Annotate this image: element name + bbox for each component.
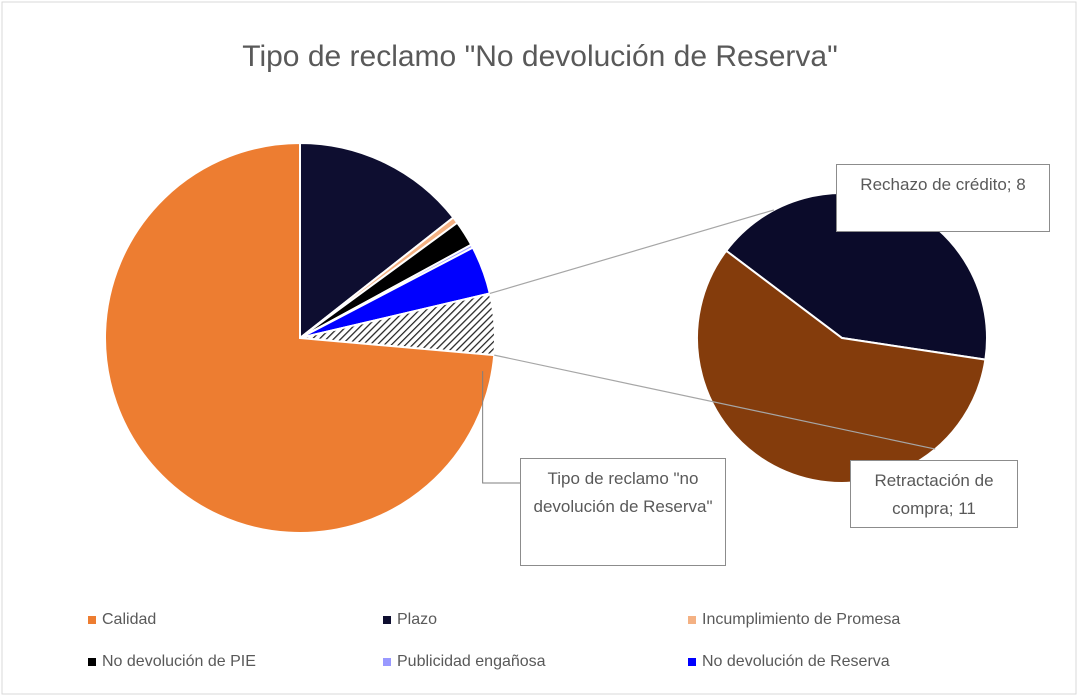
legend-label: No devolución de Reserva <box>702 653 890 670</box>
leader-line <box>482 371 520 484</box>
legend-label: Publicidad engañosa <box>397 653 546 670</box>
data-label: Retractación de compra; 11 <box>850 460 1018 528</box>
legend-marker <box>383 616 391 624</box>
chart-title: Tipo de reclamo "No devolución de Reserv… <box>242 40 838 73</box>
legend-label: No devolución de PIE <box>102 653 256 670</box>
legend-label: Calidad <box>102 611 156 628</box>
other-label: Tipo de reclamo "no devolución de Reserv… <box>520 458 726 566</box>
legend-marker <box>688 658 696 666</box>
pie-slice <box>299 141 455 341</box>
data-label: Rechazo de crédito; 8 <box>836 164 1050 232</box>
legend-marker <box>688 616 696 624</box>
legend-marker <box>88 658 96 666</box>
legend-marker <box>88 616 96 624</box>
legend-marker <box>383 658 391 666</box>
legend-label: Plazo <box>397 611 437 628</box>
connector <box>494 354 936 450</box>
secondary-slice <box>696 249 987 484</box>
connector <box>489 209 775 295</box>
legend-label: Incumplimiento de Promesa <box>702 611 900 628</box>
pie-slice <box>104 141 496 534</box>
